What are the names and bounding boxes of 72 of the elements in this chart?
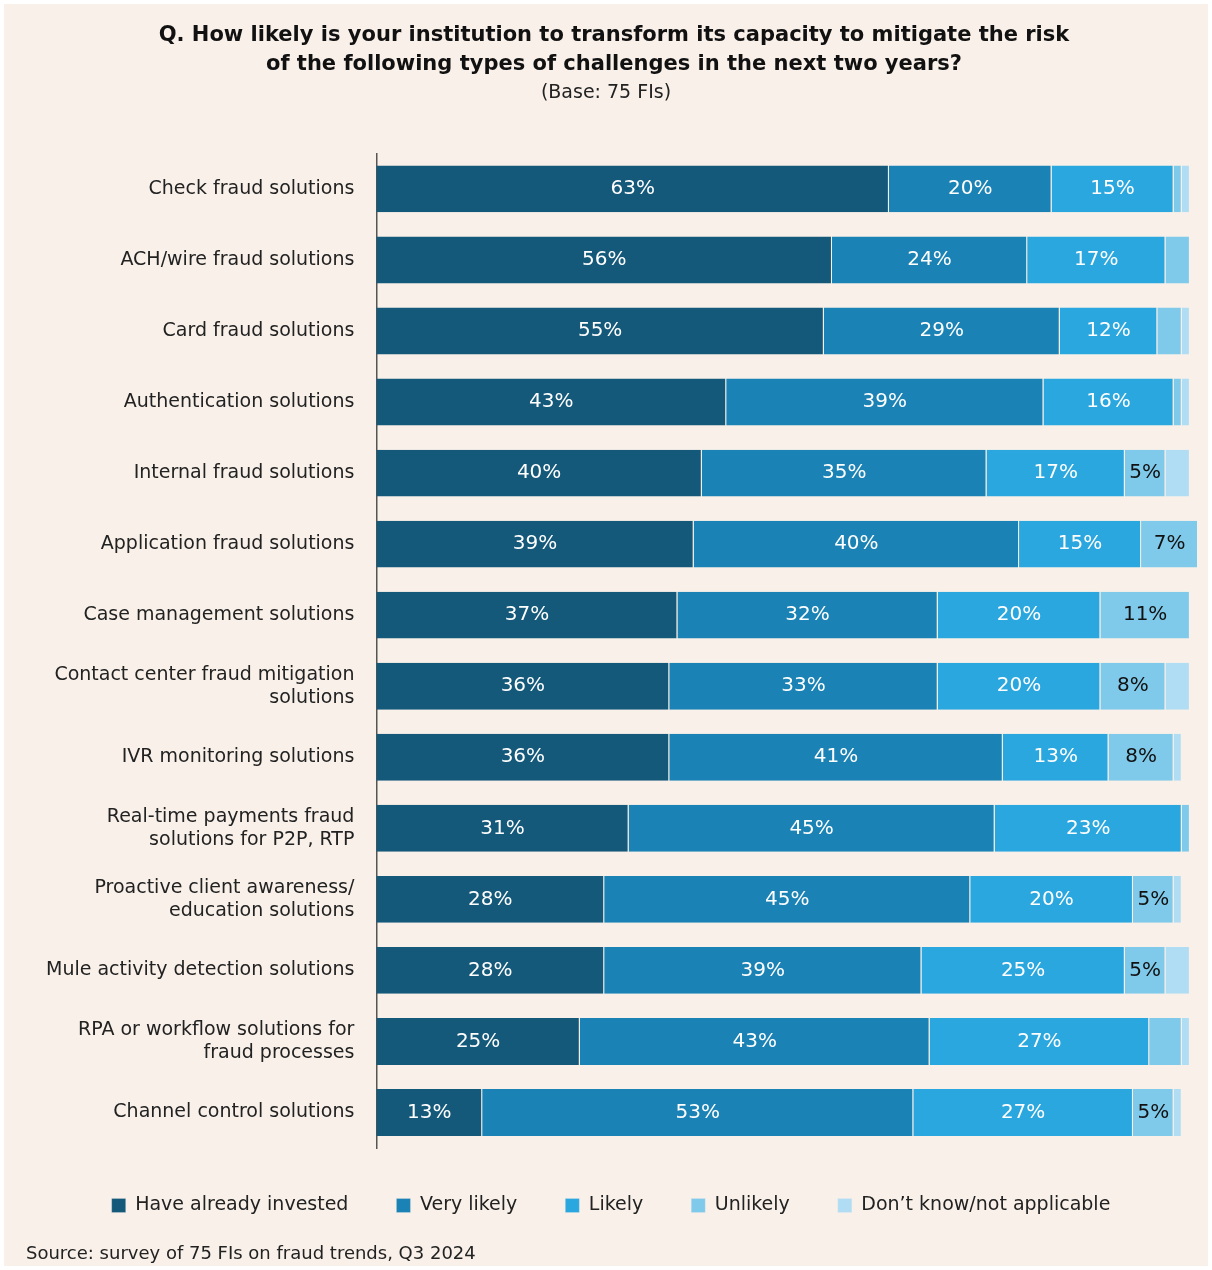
data-label: 29% <box>919 317 964 342</box>
legend-label: Have already invested <box>135 1192 349 1215</box>
data-label: 8% <box>1117 672 1149 697</box>
data-label: 25% <box>455 1027 501 1052</box>
data-label: 17% <box>1074 246 1119 271</box>
data-label: 63% <box>610 175 655 200</box>
data-label: 35% <box>821 459 867 484</box>
data-label: 53% <box>675 1098 720 1123</box>
data-label: 40% <box>516 459 562 484</box>
data-label: 16% <box>1086 388 1131 413</box>
y-tick-label: Mule activity detection solutions <box>45 957 355 980</box>
y-tick-label: Real-time payments fraud solutions for P2P, RTP <box>106 803 355 849</box>
y-tick-label: Contact center fraud mitigation solutions <box>54 661 355 707</box>
data-label: 39% <box>512 530 558 555</box>
legend-label: Likely <box>588 1192 644 1215</box>
y-tick-label: Card fraud solutions <box>162 317 355 340</box>
y-tick-label: Authentication solutions <box>123 388 355 411</box>
data-label: 36% <box>500 743 546 768</box>
legend-label: Unlikely <box>714 1192 790 1215</box>
data-label: 55% <box>577 317 623 342</box>
data-label: 13% <box>1033 743 1078 768</box>
data-label: 20% <box>1029 885 1074 910</box>
data-label: 5% <box>1137 885 1170 910</box>
chart-subtitle: (Base: 75 FIs) <box>539 80 673 102</box>
data-label: 39% <box>740 956 786 981</box>
data-label: 28% <box>468 956 513 981</box>
y-tick-label: Internal fraud solutions <box>133 460 355 483</box>
data-label: 33% <box>781 672 826 697</box>
data-label: 27% <box>1017 1027 1062 1052</box>
data-label: 15% <box>1090 175 1135 200</box>
data-label: 23% <box>1065 814 1111 839</box>
y-tick-label: Case management solutions <box>83 602 355 625</box>
y-tick-label: ACH/wire fraud solutions <box>120 246 355 269</box>
data-label: 25% <box>1000 956 1046 981</box>
data-label: 32% <box>785 601 830 626</box>
data-label: 5% <box>1129 956 1161 981</box>
y-tick-label: Application fraud solutions <box>100 531 355 554</box>
data-label: 27% <box>1000 1098 1046 1123</box>
data-label: 43% <box>529 388 574 413</box>
chart-title: Q. How likely is your institution to transform its capacity to mitigate the risk of the following types of challenges in the next two years? <box>157 21 1071 77</box>
data-label: 41% <box>813 743 859 768</box>
data-label: 43% <box>732 1027 777 1052</box>
data-label: 39% <box>862 388 908 413</box>
legend-label: Don’t know/not applicable <box>861 1192 1111 1215</box>
y-tick-label: IVR monitoring solutions <box>121 744 355 767</box>
source-note: Source: survey of 75 FIs on fraud trends, Q3 2024 <box>26 1242 476 1263</box>
legend-label: Very likely <box>419 1192 518 1215</box>
data-label: 45% <box>789 814 834 839</box>
y-tick-label: Channel control solutions <box>113 1099 355 1122</box>
data-label: 28% <box>468 885 513 910</box>
data-label: 13% <box>407 1098 452 1123</box>
data-label: 17% <box>1033 459 1078 484</box>
data-label: 15% <box>1057 530 1103 555</box>
data-label: 20% <box>996 672 1042 697</box>
y-tick-label: RPA or workflow solutions for fraud processes <box>78 1016 355 1062</box>
data-label: 40% <box>834 530 879 555</box>
data-label: 7% <box>1153 530 1186 555</box>
y-tick-label: Check fraud solutions <box>148 175 355 198</box>
data-label: 56% <box>581 246 627 271</box>
data-label: 24% <box>907 246 952 271</box>
data-label: 8% <box>1125 743 1157 768</box>
data-label: 20% <box>996 601 1042 626</box>
data-label: 12% <box>1086 317 1131 342</box>
data-label: 5% <box>1137 1098 1170 1123</box>
data-label: 45% <box>764 885 810 910</box>
data-label: 31% <box>480 814 525 839</box>
data-label: 20% <box>948 175 993 200</box>
y-tick-label: Proactive client awareness/ education solutions <box>94 874 356 920</box>
data-label: 11% <box>1122 601 1168 626</box>
data-label: 5% <box>1129 459 1161 484</box>
data-label: 37% <box>504 601 550 626</box>
data-label: 36% <box>500 672 546 697</box>
